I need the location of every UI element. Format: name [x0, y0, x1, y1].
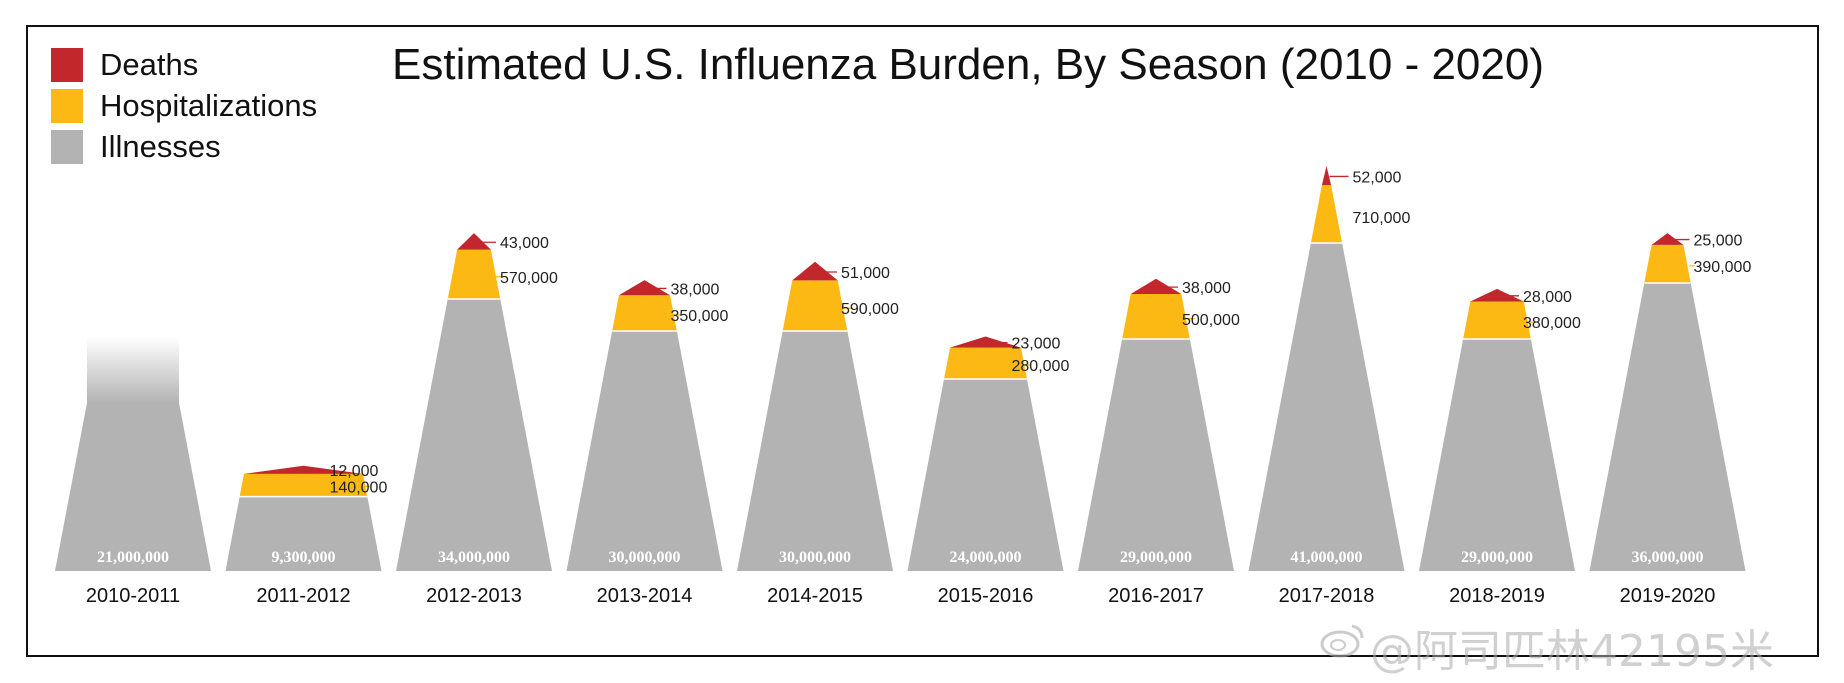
hospitalization-band-2015-2016 [944, 347, 1027, 379]
illness-label-2014-2015: 30,000,000 [779, 549, 851, 566]
illness-fade-2010-2011 [86, 337, 180, 403]
illness-label-2011-2012: 9,300,000 [272, 549, 336, 566]
illness-cone-2019-2020 [1589, 283, 1746, 571]
death-label-2011-2012: 12,000 [330, 463, 379, 480]
illness-label-2013-2014: 30,000,000 [609, 549, 681, 566]
illness-label-2015-2016: 24,000,000 [950, 549, 1022, 566]
weibo-icon [1320, 624, 1364, 658]
hospitalization-band-2013-2014 [612, 295, 677, 331]
category-label-2015-2016: 2015-2016 [938, 585, 1034, 607]
hospitalization-label-2016-2017: 500,000 [1182, 312, 1240, 329]
death-tip-2019-2020 [1651, 233, 1684, 245]
illness-cone-2013-2014 [566, 331, 723, 571]
legend-swatch-hospitalizations [51, 89, 83, 123]
category-label-2012-2013: 2012-2013 [426, 585, 522, 607]
illness-label-2019-2020: 36,000,000 [1632, 549, 1704, 566]
category-label-2014-2015: 2014-2015 [767, 585, 863, 607]
hospitalization-label-2018-2019: 380,000 [1523, 315, 1581, 332]
death-label-2019-2020: 25,000 [1694, 233, 1743, 250]
hospitalization-label-2019-2020: 390,000 [1694, 259, 1752, 276]
chart-frame [26, 25, 1819, 657]
death-tip-2016-2017 [1130, 278, 1182, 295]
chart-title: Estimated U.S. Influenza Burden, By Seas… [392, 40, 1544, 89]
hospitalization-band-2012-2013 [447, 249, 501, 299]
death-label-2013-2014: 38,000 [671, 281, 720, 298]
death-tip-2012-2013 [457, 233, 491, 250]
illness-cone-2014-2015 [737, 331, 893, 571]
illness-cone-2017-2018 [1248, 243, 1405, 571]
category-label-2019-2020: 2019-2020 [1620, 585, 1716, 607]
hospitalization-label-2011-2012: 140,000 [330, 479, 388, 496]
legend-label-illnesses: Illnesses [100, 129, 221, 164]
hospitalization-label-2014-2015: 590,000 [841, 301, 899, 318]
category-label-2013-2014: 2013-2014 [597, 585, 693, 607]
hospitalization-band-2011-2012 [239, 473, 368, 497]
hospitalization-label-2012-2013: 570,000 [500, 270, 558, 287]
illness-cone-2012-2013 [396, 299, 552, 571]
death-label-2018-2019: 28,000 [1523, 289, 1572, 306]
illness-label-2012-2013: 34,000,000 [438, 549, 510, 566]
hospitalization-label-2017-2018: 710,000 [1353, 210, 1411, 227]
legend-label-hospitalizations: Hospitalizations [100, 88, 318, 123]
watermark-text: @阿司匹林42195米 [1370, 626, 1774, 677]
legend-swatch-deaths [51, 48, 83, 82]
hospitalization-label-2013-2014: 350,000 [671, 308, 729, 325]
illness-label-2016-2017: 29,000,000 [1120, 549, 1192, 566]
death-label-2015-2016: 23,000 [1012, 336, 1061, 353]
death-tip-2015-2016 [949, 336, 1022, 348]
death-label-2012-2013: 43,000 [500, 235, 549, 252]
illness-cone-2018-2019 [1419, 339, 1575, 571]
hospitalization-band-2014-2015 [782, 280, 848, 331]
category-label-2010-2011: 2010-2011 [86, 585, 180, 607]
illness-label-2010-2011: 21,000,000 [97, 549, 169, 566]
illness-cone-2015-2016 [907, 379, 1064, 571]
death-label-2014-2015: 51,000 [841, 265, 890, 282]
hospitalization-band-2019-2020 [1644, 244, 1691, 283]
death-label-2016-2017: 38,000 [1182, 280, 1231, 297]
death-label-2017-2018: 52,000 [1353, 169, 1402, 186]
death-tip-2014-2015 [792, 261, 838, 281]
category-label-2016-2017: 2016-2017 [1108, 585, 1204, 607]
illness-cone-2010-2011 [55, 403, 211, 571]
hospitalization-label-2015-2016: 280,000 [1012, 358, 1070, 375]
death-tip-2011-2012 [243, 465, 364, 474]
hospitalization-band-2017-2018 [1310, 185, 1343, 243]
legend-label-deaths: Deaths [100, 47, 199, 82]
category-label-2011-2012: 2011-2012 [256, 585, 350, 607]
illness-label-2017-2018: 41,000,000 [1291, 549, 1363, 566]
death-tip-2017-2018 [1321, 166, 1332, 185]
hospitalization-band-2016-2017 [1122, 294, 1190, 339]
death-tip-2013-2014 [618, 280, 671, 296]
death-tip-2018-2019 [1470, 288, 1524, 302]
category-label-2017-2018: 2017-2018 [1279, 585, 1375, 607]
hospitalization-band-2018-2019 [1463, 301, 1531, 339]
illness-cone-2011-2012 [225, 496, 382, 571]
illness-cone-2016-2017 [1078, 339, 1234, 571]
illness-label-2018-2019: 29,000,000 [1461, 549, 1533, 566]
legend-swatch-illnesses [51, 130, 83, 164]
category-label-2018-2019: 2018-2019 [1449, 585, 1545, 607]
